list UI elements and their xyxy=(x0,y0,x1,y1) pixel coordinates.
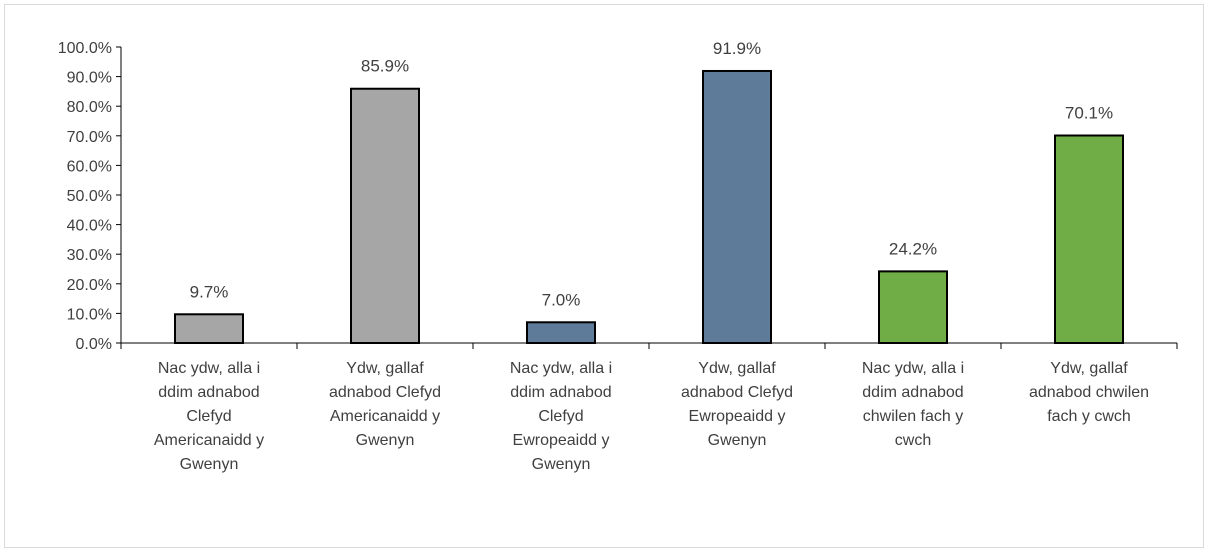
y-tick-label: 10.0% xyxy=(67,306,112,323)
bar-data-label: 85.9% xyxy=(361,57,409,76)
y-tick-label: 70.0% xyxy=(67,129,112,146)
bar-data-label: 24.2% xyxy=(889,239,937,258)
y-axis-ticks: 0.0% 10.0% 20.0% 30.0% 40.0% 50.0% 60.0% 70.0% 8… xyxy=(58,40,1178,353)
category-labels: Nac ydw, alla i ddim adnabod Clefyd America… xyxy=(154,360,1149,473)
x-category-label: Ydw, gallaf adnabod Clefyd Ewropeaidd y Gwe… xyxy=(681,360,793,449)
bar-data-label: 91.9% xyxy=(713,39,761,58)
y-tick-label: 0.0% xyxy=(76,336,112,353)
data-labels: 9.7% 85.9% 7.0% 91.9% 24.2% 70.1% xyxy=(190,39,1113,309)
bars xyxy=(174,69,1124,345)
bar-chart: 0.0% 10.0% 20.0% 30.0% 40.0% 50.0% 60.0% 70.0% 8… xyxy=(58,39,1178,473)
x-category-label: Nac ydw, alla i ddim adnabod Clefyd Ewropea… xyxy=(510,360,612,473)
y-tick-label: 20.0% xyxy=(67,277,112,294)
bar xyxy=(174,313,244,344)
chart-frame: 0.0% 10.0% 20.0% 30.0% 40.0% 50.0% 60.0% 70.0% 8… xyxy=(4,4,1204,548)
y-tick-label: 60.0% xyxy=(67,158,112,175)
y-tick-label: 80.0% xyxy=(67,99,112,116)
bar-data-label: 7.0% xyxy=(542,290,581,309)
y-tick-label: 100.0% xyxy=(58,40,112,57)
x-category-label: Nac ydw, alla i ddim adnabod chwilen fach … xyxy=(862,360,964,449)
y-tick-label: 40.0% xyxy=(67,218,112,235)
y-tick-label: 30.0% xyxy=(67,247,112,264)
bar xyxy=(878,270,948,345)
bar xyxy=(702,69,772,344)
bar xyxy=(526,321,596,344)
y-tick-label: 50.0% xyxy=(67,188,112,205)
x-category-label: Nac ydw, alla i ddim adnabod Clefyd America… xyxy=(154,360,264,473)
bar xyxy=(1054,134,1124,344)
y-tick-label: 90.0% xyxy=(67,70,112,87)
x-category-label: Ydw, gallaf adnabod chwilen fach y cwch xyxy=(1029,360,1149,425)
bar-data-label: 70.1% xyxy=(1065,104,1113,123)
bar xyxy=(350,87,420,345)
bar-data-label: 9.7% xyxy=(190,282,229,301)
